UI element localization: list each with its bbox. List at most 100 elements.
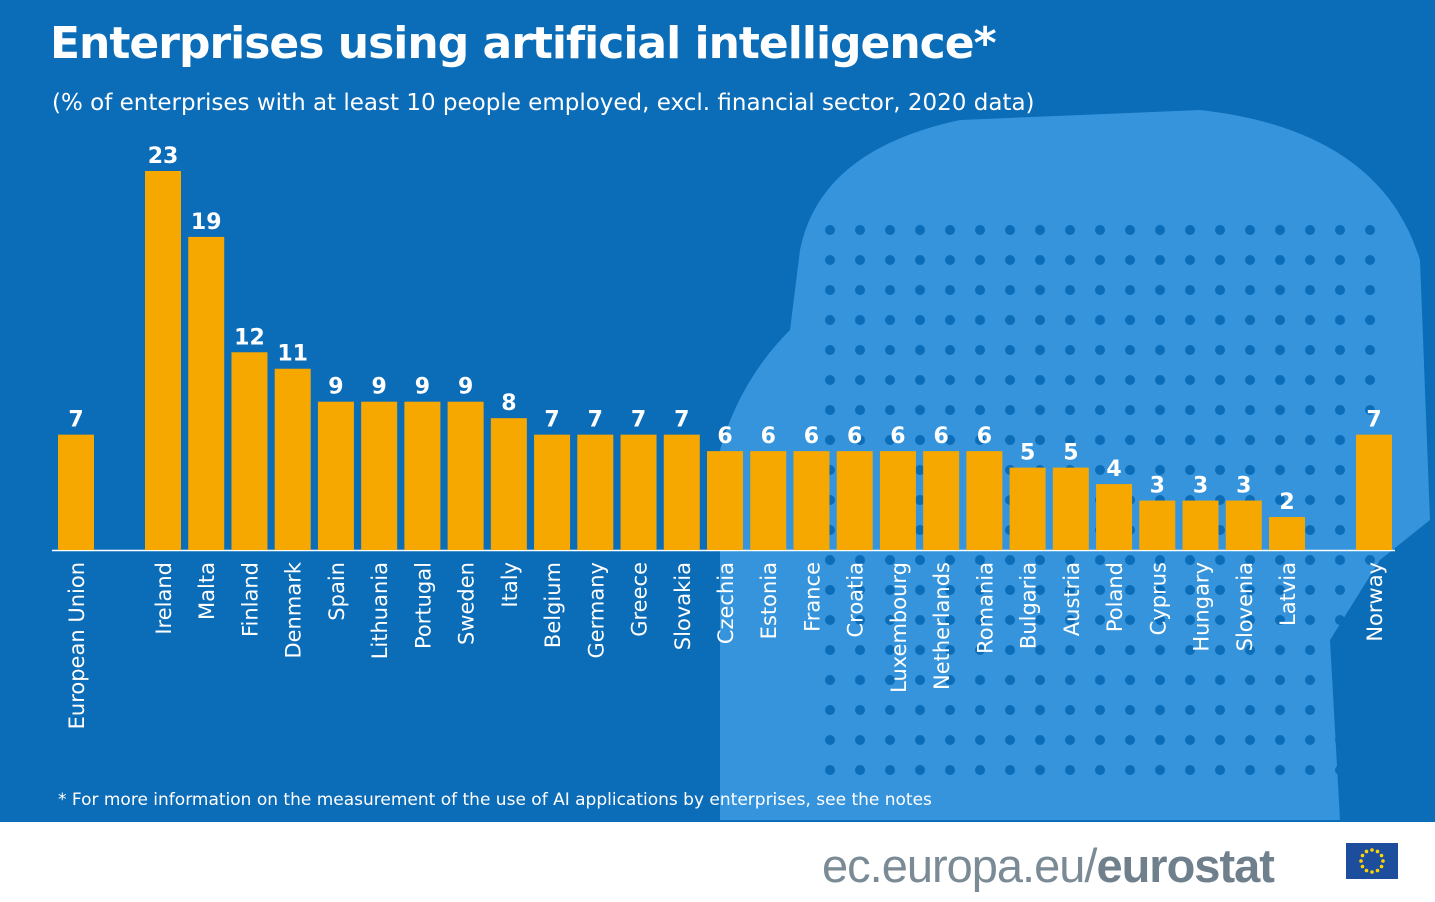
bar — [188, 236, 225, 551]
circuit-dot — [1245, 555, 1255, 565]
circuit-dot — [945, 675, 955, 685]
category-label: Hungary — [1190, 562, 1214, 652]
circuit-dot — [915, 435, 925, 445]
circuit-dot — [975, 645, 985, 655]
circuit-dot — [1095, 465, 1105, 475]
circuit-dot — [1065, 645, 1075, 655]
circuit-dot — [1215, 315, 1225, 325]
circuit-dot — [885, 645, 895, 655]
circuit-dot — [1095, 405, 1105, 415]
eurostat-link[interactable]: ec.europa.eu/eurostat — [822, 838, 1275, 893]
circuit-dot — [1335, 405, 1345, 415]
circuit-dot — [1365, 615, 1375, 625]
circuit-dot — [855, 675, 865, 685]
circuit-dot — [1215, 345, 1225, 355]
circuit-dot — [855, 705, 865, 715]
bar — [1009, 467, 1046, 550]
circuit-dot — [1365, 315, 1375, 325]
circuit-dot — [825, 285, 835, 295]
circuit-dot — [915, 315, 925, 325]
data-label: 3 — [1193, 474, 1208, 499]
star-icon — [1359, 859, 1363, 863]
data-label: 4 — [1106, 457, 1121, 482]
circuit-dot — [1305, 675, 1315, 685]
data-label: 9 — [328, 375, 343, 400]
circuit-dot — [1365, 765, 1375, 775]
circuit-dot — [1065, 255, 1075, 265]
circuit-dot — [1065, 375, 1075, 385]
star-icon — [1370, 848, 1374, 852]
circuit-dot — [855, 645, 865, 655]
circuit-dot — [915, 345, 925, 355]
circuit-dot — [1365, 675, 1375, 685]
bar — [750, 451, 787, 550]
eu-flag-icon — [1346, 843, 1398, 879]
circuit-dot — [1185, 225, 1195, 235]
circuit-dot — [1365, 285, 1375, 295]
circuit-dot — [1035, 615, 1045, 625]
circuit-dot — [825, 375, 835, 385]
category-label: Italy — [498, 562, 522, 608]
circuit-dot — [1125, 285, 1135, 295]
circuit-dot — [825, 225, 835, 235]
circuit-dot — [1275, 405, 1285, 415]
circuit-dot — [1275, 345, 1285, 355]
circuit-dot — [1095, 255, 1105, 265]
circuit-dot — [855, 615, 865, 625]
circuit-dot — [1245, 225, 1255, 235]
circuit-dot — [1155, 765, 1165, 775]
circuit-dot — [1185, 315, 1195, 325]
category-label: Netherlands — [930, 562, 954, 690]
circuit-dot — [915, 675, 925, 685]
bar — [577, 434, 614, 550]
circuit-dot — [1275, 285, 1285, 295]
footer-prefix: ec.europa.eu/ — [822, 839, 1097, 892]
circuit-dot — [1275, 465, 1285, 475]
bar — [404, 401, 441, 550]
circuit-dot — [1125, 345, 1135, 355]
circuit-dot — [825, 615, 835, 625]
data-label: 6 — [761, 424, 776, 449]
category-label: Romania — [973, 562, 997, 654]
circuit-dot — [855, 225, 865, 235]
circuit-dot — [1005, 555, 1015, 565]
circuit-dot — [1215, 735, 1225, 745]
circuit-dot — [885, 315, 895, 325]
circuit-dot — [855, 765, 865, 775]
circuit-dot — [1365, 645, 1375, 655]
category-label: Sweden — [455, 562, 479, 645]
category-label: Norway — [1363, 562, 1387, 642]
circuit-dot — [1155, 705, 1165, 715]
circuit-dot — [915, 405, 925, 415]
bar — [1356, 434, 1392, 550]
circuit-dot — [855, 585, 865, 595]
circuit-dot — [1305, 615, 1315, 625]
star-icon — [1379, 853, 1384, 858]
circuit-dot — [1335, 315, 1345, 325]
circuit-dot — [825, 555, 835, 565]
circuit-dot — [1365, 345, 1375, 355]
circuit-dot — [1215, 555, 1225, 565]
circuit-dot — [945, 255, 955, 265]
circuit-dot — [1095, 585, 1105, 595]
circuit-dot — [1245, 735, 1255, 745]
circuit-dot — [1245, 585, 1255, 595]
data-label: 7 — [68, 408, 83, 433]
circuit-dot — [1185, 255, 1195, 265]
data-label: 3 — [1150, 474, 1165, 499]
circuit-dot — [975, 345, 985, 355]
circuit-dot — [1185, 705, 1195, 715]
category-label: Slovakia — [671, 562, 695, 650]
data-label: 9 — [458, 375, 473, 400]
circuit-dot — [1065, 285, 1075, 295]
circuit-dot — [855, 255, 865, 265]
circuit-dot — [975, 675, 985, 685]
circuit-dot — [975, 375, 985, 385]
circuit-dot — [855, 405, 865, 415]
circuit-dot — [855, 555, 865, 565]
data-label: 7 — [544, 408, 559, 433]
circuit-dot — [1335, 435, 1345, 445]
category-label: Ireland — [152, 562, 176, 635]
circuit-dot — [945, 555, 955, 565]
